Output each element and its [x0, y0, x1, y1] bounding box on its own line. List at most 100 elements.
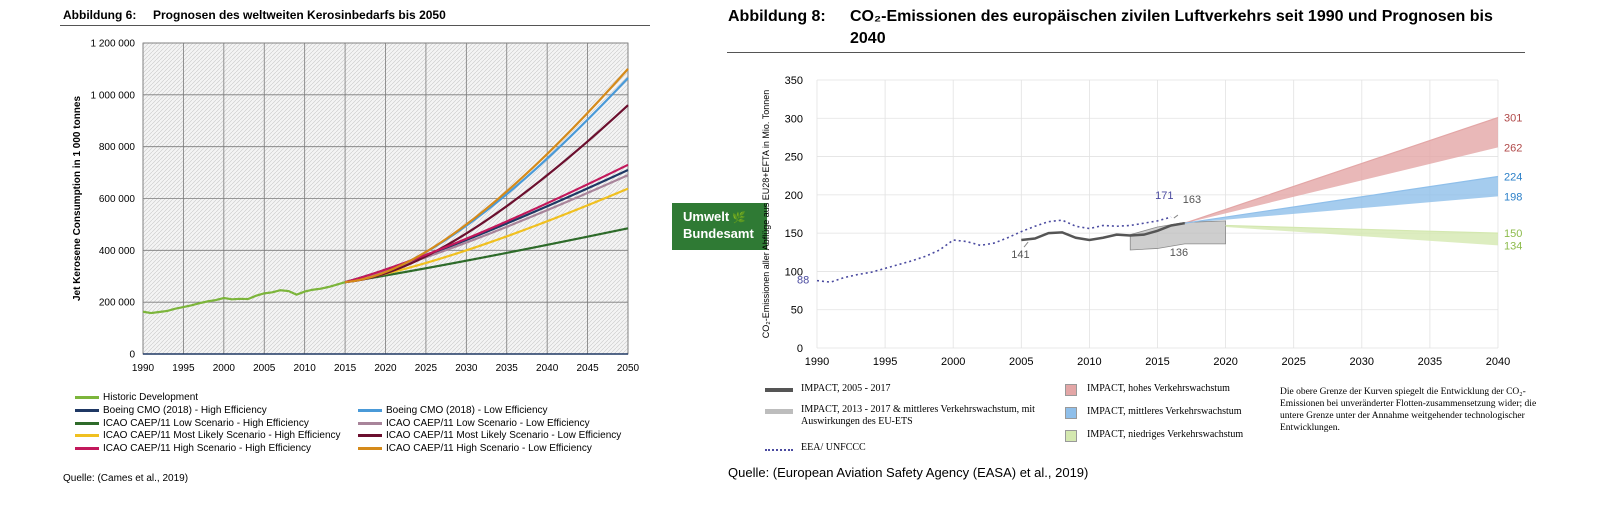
band-edge: [1184, 175, 1499, 224]
x-tick-label: 2040: [536, 363, 559, 374]
legend-label: IMPACT, mittleres Verkehrswachstum: [1087, 406, 1242, 417]
x-tick-label: 2005: [1009, 356, 1033, 368]
legend-label: ICAO CAEP/11 High Scenario - High Effici…: [103, 443, 312, 455]
figure-title: Prognosen des weltweiten Kerosinbedarfs …: [153, 8, 446, 22]
band-area: [1129, 220, 1227, 251]
legend-label: IMPACT, 2013 - 2017 & mittleres Verkehrs…: [801, 404, 1035, 427]
legend-swatch: [1065, 384, 1077, 396]
legend-label: ICAO CAEP/11 Most Likely Scenario - High…: [103, 430, 341, 442]
x-tick-label: 1990: [805, 356, 829, 368]
title-rule: [727, 52, 1525, 53]
source-note-right: Quelle: (European Aviation Safety Agency…: [728, 465, 1089, 480]
legend-item: ICAO CAEP/11 Low Scenario - High Efficie…: [75, 418, 309, 429]
legend-swatch: [765, 449, 793, 451]
co2-chart: 1990 1995 2000 2005 2010 2015 2020 2025 2030 2035…: [761, 75, 1522, 368]
legend-item: ICAO CAEP/11 Low Scenario - Low Efficien…: [358, 418, 590, 429]
y-tick-label: 0: [129, 350, 135, 361]
series-line: [1021, 221, 1185, 242]
y-tick-label: 50: [791, 305, 803, 317]
legend-swatch: [75, 396, 99, 399]
y-axis-label: CO₂-Emissionen aller Abflüge aus EU28+EF…: [761, 90, 771, 339]
legend-item: ICAO CAEP/11 Most Likely Scenario - High…: [75, 430, 341, 441]
series-line: [142, 281, 346, 315]
y-tick-label: 1 000 000: [91, 90, 136, 101]
x-tick-label: 2010: [1077, 356, 1101, 368]
y-tick-label: 600 000: [99, 194, 136, 205]
legend-label: Boeing CMO (2018) - High Efficiency: [103, 404, 267, 416]
legend-label: ICAO CAEP/11 High Scenario - Low Efficie…: [386, 443, 592, 455]
kerosene-chart: 1990 1995 2000 2005 2010 2015 2020 2025 2030 2035…: [72, 39, 640, 375]
data-label: 150: [1504, 228, 1522, 240]
x-tick-label: 2040: [1486, 356, 1510, 368]
x-tick-label: 2045: [576, 363, 599, 374]
uba-logo: Umwelt 🌿 Bundesamt: [672, 203, 767, 250]
x-tick-label: 2025: [1281, 356, 1305, 368]
legend-swatch: [75, 421, 99, 425]
legend-label: IMPACT, 2005 - 2017: [801, 383, 891, 394]
y-tick-label: 150: [785, 228, 803, 240]
logo-line1: Umwelt: [683, 209, 730, 224]
x-tick-label: 2015: [334, 363, 357, 374]
legend-item: ICAO CAEP/11 Most Likely Scenario - Low …: [358, 430, 621, 441]
y-tick-label: 200 000: [99, 298, 136, 309]
data-label: 163: [1183, 194, 1201, 206]
x-tick-label: 1990: [132, 363, 155, 374]
data-label: 134: [1504, 240, 1522, 252]
x-tick-label: 2050: [617, 363, 640, 374]
data-label: 262: [1504, 142, 1522, 154]
legend-item: IMPACT, mittleres Verkehrswachstum: [1065, 406, 1297, 419]
legend-swatch: [358, 408, 382, 412]
leader-line: [1173, 214, 1179, 219]
legend-item: IMPACT, 2005 - 2017: [765, 383, 1011, 395]
legend-note: Die obere Grenze der Kurven spiegelt die…: [1280, 387, 1537, 433]
legend-item: IMPACT, 2013 - 2017 & mittleres Verkehrs…: [765, 404, 1051, 428]
x-tick-label: 2030: [455, 363, 478, 374]
legend-item: IMPACT, niedriges Verkehrswachstum: [1065, 429, 1297, 442]
legend-swatch: [75, 434, 99, 438]
figure-title-line2: 2040: [850, 30, 886, 47]
series-line: [344, 68, 629, 284]
legend-label: IMPACT, hohes Verkehrswachstum: [1087, 383, 1230, 394]
legend-label: ICAO CAEP/11 Low Scenario - Low Efficien…: [386, 417, 590, 429]
x-tick-label: 2025: [415, 363, 438, 374]
legend-swatch: [358, 421, 382, 425]
legend-label: ICAO CAEP/11 Low Scenario - High Efficie…: [103, 417, 309, 429]
legend-label: ICAO CAEP/11 Most Likely Scenario - Low …: [386, 430, 622, 442]
legend-swatch: [358, 434, 382, 438]
legend-swatch: [75, 408, 99, 412]
data-label: 136: [1170, 247, 1188, 259]
y-tick-label: 0: [797, 343, 803, 355]
band-area: [1225, 225, 1498, 246]
logo-line2: Bundesamt: [683, 226, 754, 241]
legend-label: Historic Development: [103, 392, 199, 403]
x-tick-label: 2020: [1213, 356, 1237, 368]
x-tick-label: 2005: [253, 363, 276, 374]
series-line: [816, 216, 1172, 283]
legend: Historic Development Boeing CMO (2018) - …: [75, 392, 655, 462]
y-tick-label: 350: [785, 75, 803, 87]
data-label: 141: [1011, 249, 1029, 261]
legend-item: Boeing CMO (2018) - Low Efficiency: [358, 405, 548, 416]
legend-label: EEA/ UNFCCC: [801, 442, 866, 453]
data-label: 224: [1504, 171, 1522, 183]
x-tick-label: 2010: [294, 363, 317, 374]
x-tick-label: 2035: [1418, 356, 1442, 368]
x-tick-label: 2015: [1145, 356, 1169, 368]
data-label: 88: [797, 275, 809, 287]
legend-item: Historic Development: [75, 392, 198, 403]
legend-swatch: [765, 409, 793, 414]
x-tick-label: 2030: [1350, 356, 1374, 368]
x-tick-label: 2035: [496, 363, 519, 374]
y-tick-label: 250: [785, 152, 803, 164]
data-label: 301: [1504, 113, 1522, 125]
source-note: Quelle: (Cames et al., 2019): [63, 473, 189, 484]
leader-line: [1023, 241, 1029, 248]
left-figure: Abbildung 6: Prognosen des weltweiten Ke…: [0, 0, 670, 507]
data-label: 198: [1504, 191, 1522, 203]
legend-label: Boeing CMO (2018) - Low Efficiency: [386, 404, 548, 416]
y-tick-label: 200: [785, 190, 803, 202]
y-tick-label: 800 000: [99, 142, 136, 153]
figure-number: Abbildung 8:: [728, 8, 826, 25]
leaf-icon: 🌿: [732, 212, 746, 224]
x-tick-label: 2000: [213, 363, 236, 374]
